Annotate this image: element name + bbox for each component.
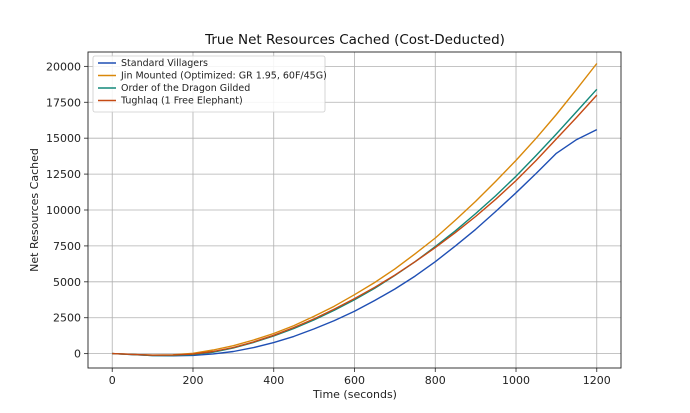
- y-tick-label: 10000: [46, 204, 81, 217]
- legend: Standard Villagers Jin Mounted (Optimized…: [92, 55, 327, 113]
- y-tick-label: 0: [74, 348, 81, 361]
- x-tick-label: 600: [344, 374, 365, 387]
- x-tick-label: 0: [109, 374, 116, 387]
- x-tick-label: 1200: [583, 374, 611, 387]
- legend-box: [92, 55, 326, 113]
- series-line-0: [112, 128, 598, 357]
- x-tick-label: 800: [425, 374, 446, 387]
- legend-entry-3: Tughlaq (1 Free Elephant): [120, 96, 243, 107]
- y-tick-label: 5000: [53, 276, 81, 289]
- y-tick-label: 7500: [53, 240, 81, 253]
- y-tick-label: 12500: [46, 168, 81, 181]
- series-line-3: [112, 94, 598, 356]
- x-axis-label: Time (seconds): [312, 388, 397, 401]
- y-axis: 0 2500 5000 7500 10000 12500 15000 17500 20000: [46, 60, 88, 361]
- y-tick-label: 17500: [46, 96, 81, 109]
- y-tick-label: 2500: [53, 312, 81, 325]
- x-axis: 0 200 400 600 800 1000 1200: [109, 368, 611, 387]
- x-tick-label: 1000: [502, 374, 530, 387]
- series-line-1: [112, 63, 598, 356]
- y-tick-label: 20000: [46, 60, 81, 73]
- y-tick-label: 15000: [46, 132, 81, 145]
- y-axis-label: Net Resources Cached: [28, 148, 41, 272]
- grid: [88, 52, 621, 368]
- x-tick-label: 200: [182, 374, 203, 387]
- chart-title: True Net Resources Cached (Cost-Deducted…: [204, 32, 505, 48]
- series-lines: [112, 63, 598, 357]
- legend-entry-0: Standard Villagers: [121, 58, 208, 69]
- legend-entry-1: Jin Mounted (Optimized: GR 1.95, 60F/45G…: [120, 71, 327, 82]
- x-tick-label: 400: [263, 374, 284, 387]
- legend-entry-2: Order of the Dragon Gilded: [121, 83, 250, 94]
